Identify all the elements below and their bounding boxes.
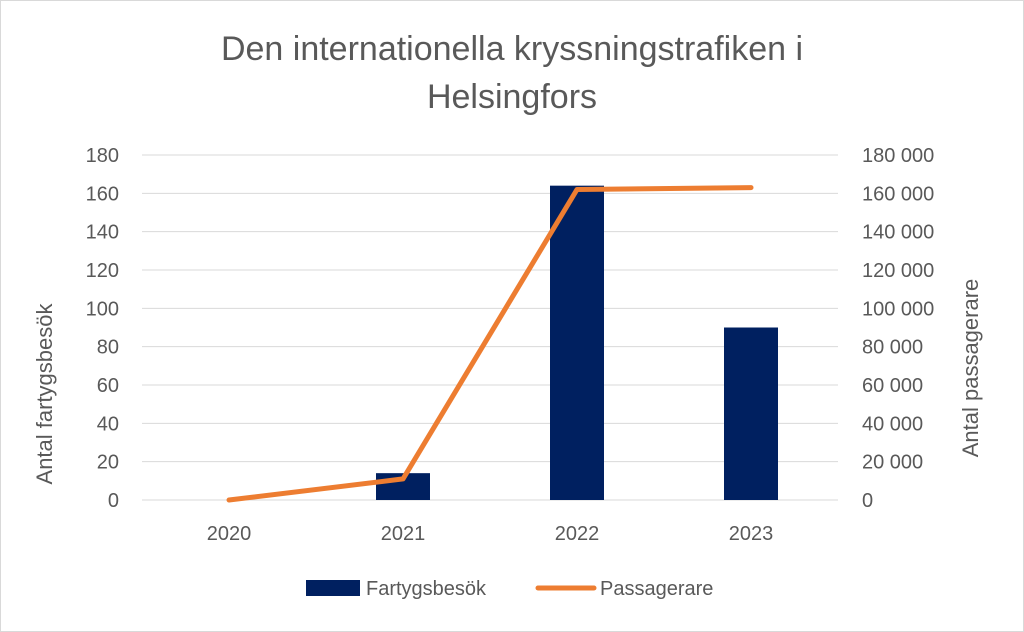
gridlines: [142, 154, 838, 501]
right-tick-label: 160 000: [862, 183, 934, 205]
right-axis-ticks: 0 20 000 40 000 60 000 80 000 100 000 120 000 1…: [862, 145, 934, 512]
left-tick-label: 20: [97, 452, 119, 474]
bar-fartygsbesok: [724, 327, 778, 500]
bar-fartygsbesok: [550, 185, 604, 500]
chart-title-line-1: Den internationella kryssningstrafiken i: [221, 30, 803, 68]
right-tick-label: 140 000: [862, 222, 934, 244]
chart-title: Den internationella kryssningstrafiken i…: [221, 30, 803, 116]
legend-label-passagerare: Passagerare: [600, 578, 713, 600]
line-series: [226, 185, 754, 503]
right-tick-label: 100 000: [862, 298, 934, 320]
legend-swatch-fartygsbesok: [306, 580, 360, 596]
x-tick-label: 2022: [555, 523, 600, 545]
x-axis-ticks: 2020 2021 2022 2023: [207, 523, 774, 545]
bar-series: [376, 185, 778, 500]
left-axis-ticks: 0 20 40 60 80 100 120 140 160 180: [86, 145, 119, 512]
left-tick-label: 40: [97, 413, 119, 435]
right-tick-label: 120 000: [862, 260, 934, 282]
left-tick-label: 0: [108, 490, 119, 512]
left-tick-label: 160: [86, 183, 119, 205]
left-tick-label: 120: [86, 260, 119, 282]
right-tick-label: 20 000: [862, 452, 923, 474]
legend: Fartygsbesök Passagerare: [306, 578, 713, 600]
left-axis-title: Antal fartygsbesök: [32, 303, 57, 485]
x-tick-label: 2023: [729, 523, 774, 545]
line-passagerare: [226, 185, 754, 503]
left-tick-label: 140: [86, 222, 119, 244]
legend-label-fartygsbesok: Fartygsbesök: [366, 578, 487, 600]
right-tick-label: 80 000: [862, 337, 923, 359]
right-tick-label: 60 000: [862, 375, 923, 397]
x-tick-label: 2020: [207, 523, 252, 545]
x-tick-label: 2021: [381, 523, 426, 545]
left-tick-label: 100: [86, 298, 119, 320]
right-tick-label: 40 000: [862, 413, 923, 435]
right-tick-label: 180 000: [862, 145, 934, 167]
left-tick-label: 80: [97, 337, 119, 359]
chart-title-line-2: Helsingfors: [427, 78, 597, 116]
right-axis-title: Antal passagerare: [958, 279, 983, 458]
right-tick-label: 0: [862, 490, 873, 512]
left-tick-label: 60: [97, 375, 119, 397]
left-tick-label: 180: [86, 145, 119, 167]
